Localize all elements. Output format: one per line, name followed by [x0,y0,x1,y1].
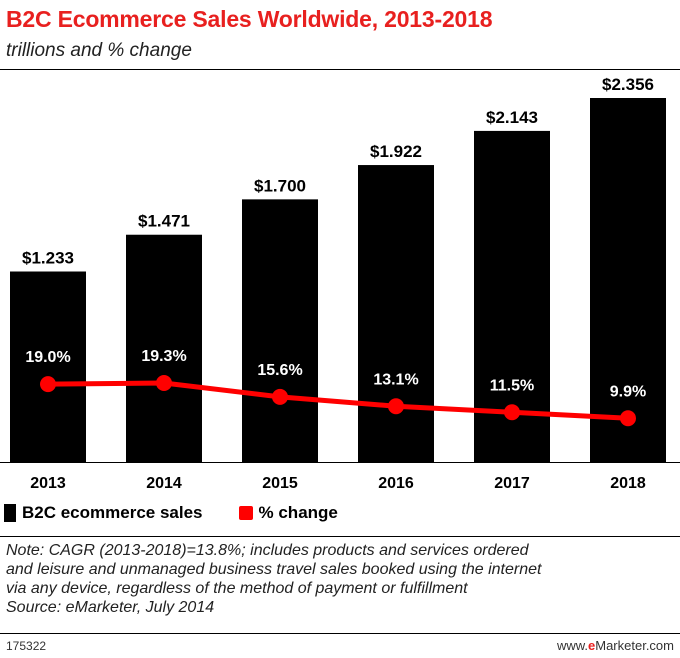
legend: B2C ecommerce sales % change [4,503,338,523]
bars-group: $1.233 $1.471 $1.700 $1.922 $2.143 $2.356 [10,75,666,462]
pct-change-label: 13.1% [373,371,418,388]
pct-change-label: 11.5% [490,377,534,394]
bar-value-label: $2.356 [602,75,654,94]
pct-change-label: 19.0% [25,349,70,366]
line-group: 19.0% 19.3% 15.6% 13.1% 11.5% 9.9% [25,348,646,427]
bar-value-label: $1.700 [254,176,306,195]
x-tick-label: 2013 [30,475,66,490]
pct-change-point [156,375,172,391]
pct-change-point [272,388,288,405]
brand-prefix: www. [556,638,589,653]
chart-subtitle: trillions and % change [6,40,192,61]
mid-divider [0,536,680,537]
pct-change-point [40,376,56,393]
brand-e: e [588,638,596,653]
chart-note: Note: CAGR (2013-2018)=13.8%; includes p… [6,541,674,617]
bar-2014 [126,234,202,462]
pct-change-point [388,398,404,415]
source-line: Source: eMarketer, July 2014 [6,599,215,616]
legend-line-label: % change [258,503,338,522]
x-tick-label: 2014 [146,475,182,490]
brand-link[interactable]: www.eMarketer.com [557,638,674,653]
bar-value-label: $2.143 [486,108,538,127]
chart-id: 175322 [6,639,47,653]
legend-bar-label: B2C ecommerce sales [22,503,203,522]
bar-value-label: $1.233 [22,249,74,268]
bar-2018 [590,98,666,462]
tick-group: 2013 2014 2015 2016 2017 2018 [0,462,680,490]
bar-line-chart: $1.233 $1.471 $1.700 $1.922 $2.143 $2.356 19.… [0,75,680,490]
brand-suffix: Marketer.com [595,638,674,653]
chart-title: B2C Ecommerce Sales Worldwide, 2013-2018 [6,6,493,32]
pct-change-label: 15.6% [257,362,302,379]
x-tick-label: 2017 [494,475,530,490]
bar-2013 [10,271,86,462]
pct-change-label: 19.3% [141,348,186,365]
note-line: Note: CAGR (2013-2018)=13.8%; includes p… [6,542,529,559]
pct-change-line [47,380,629,421]
note-line: via any device, regardless of the method… [6,580,468,597]
pct-change-label: 9.9% [610,383,646,400]
x-tick-label: 2016 [378,475,414,490]
bottom-divider [0,633,680,634]
pct-change-point [504,404,520,421]
bar-2016 [358,165,434,462]
bar-value-label: $1.471 [138,212,190,231]
legend-line-swatch [238,506,253,520]
x-tick-label: 2018 [610,475,646,490]
pct-change-point [620,410,636,427]
bar-value-label: $1.922 [370,142,422,161]
note-line: and leisure and unmanaged business trave… [6,561,542,578]
legend-bar-swatch [4,504,16,522]
top-divider [0,69,680,70]
x-tick-label: 2015 [262,475,298,490]
bar-2015 [242,199,318,462]
